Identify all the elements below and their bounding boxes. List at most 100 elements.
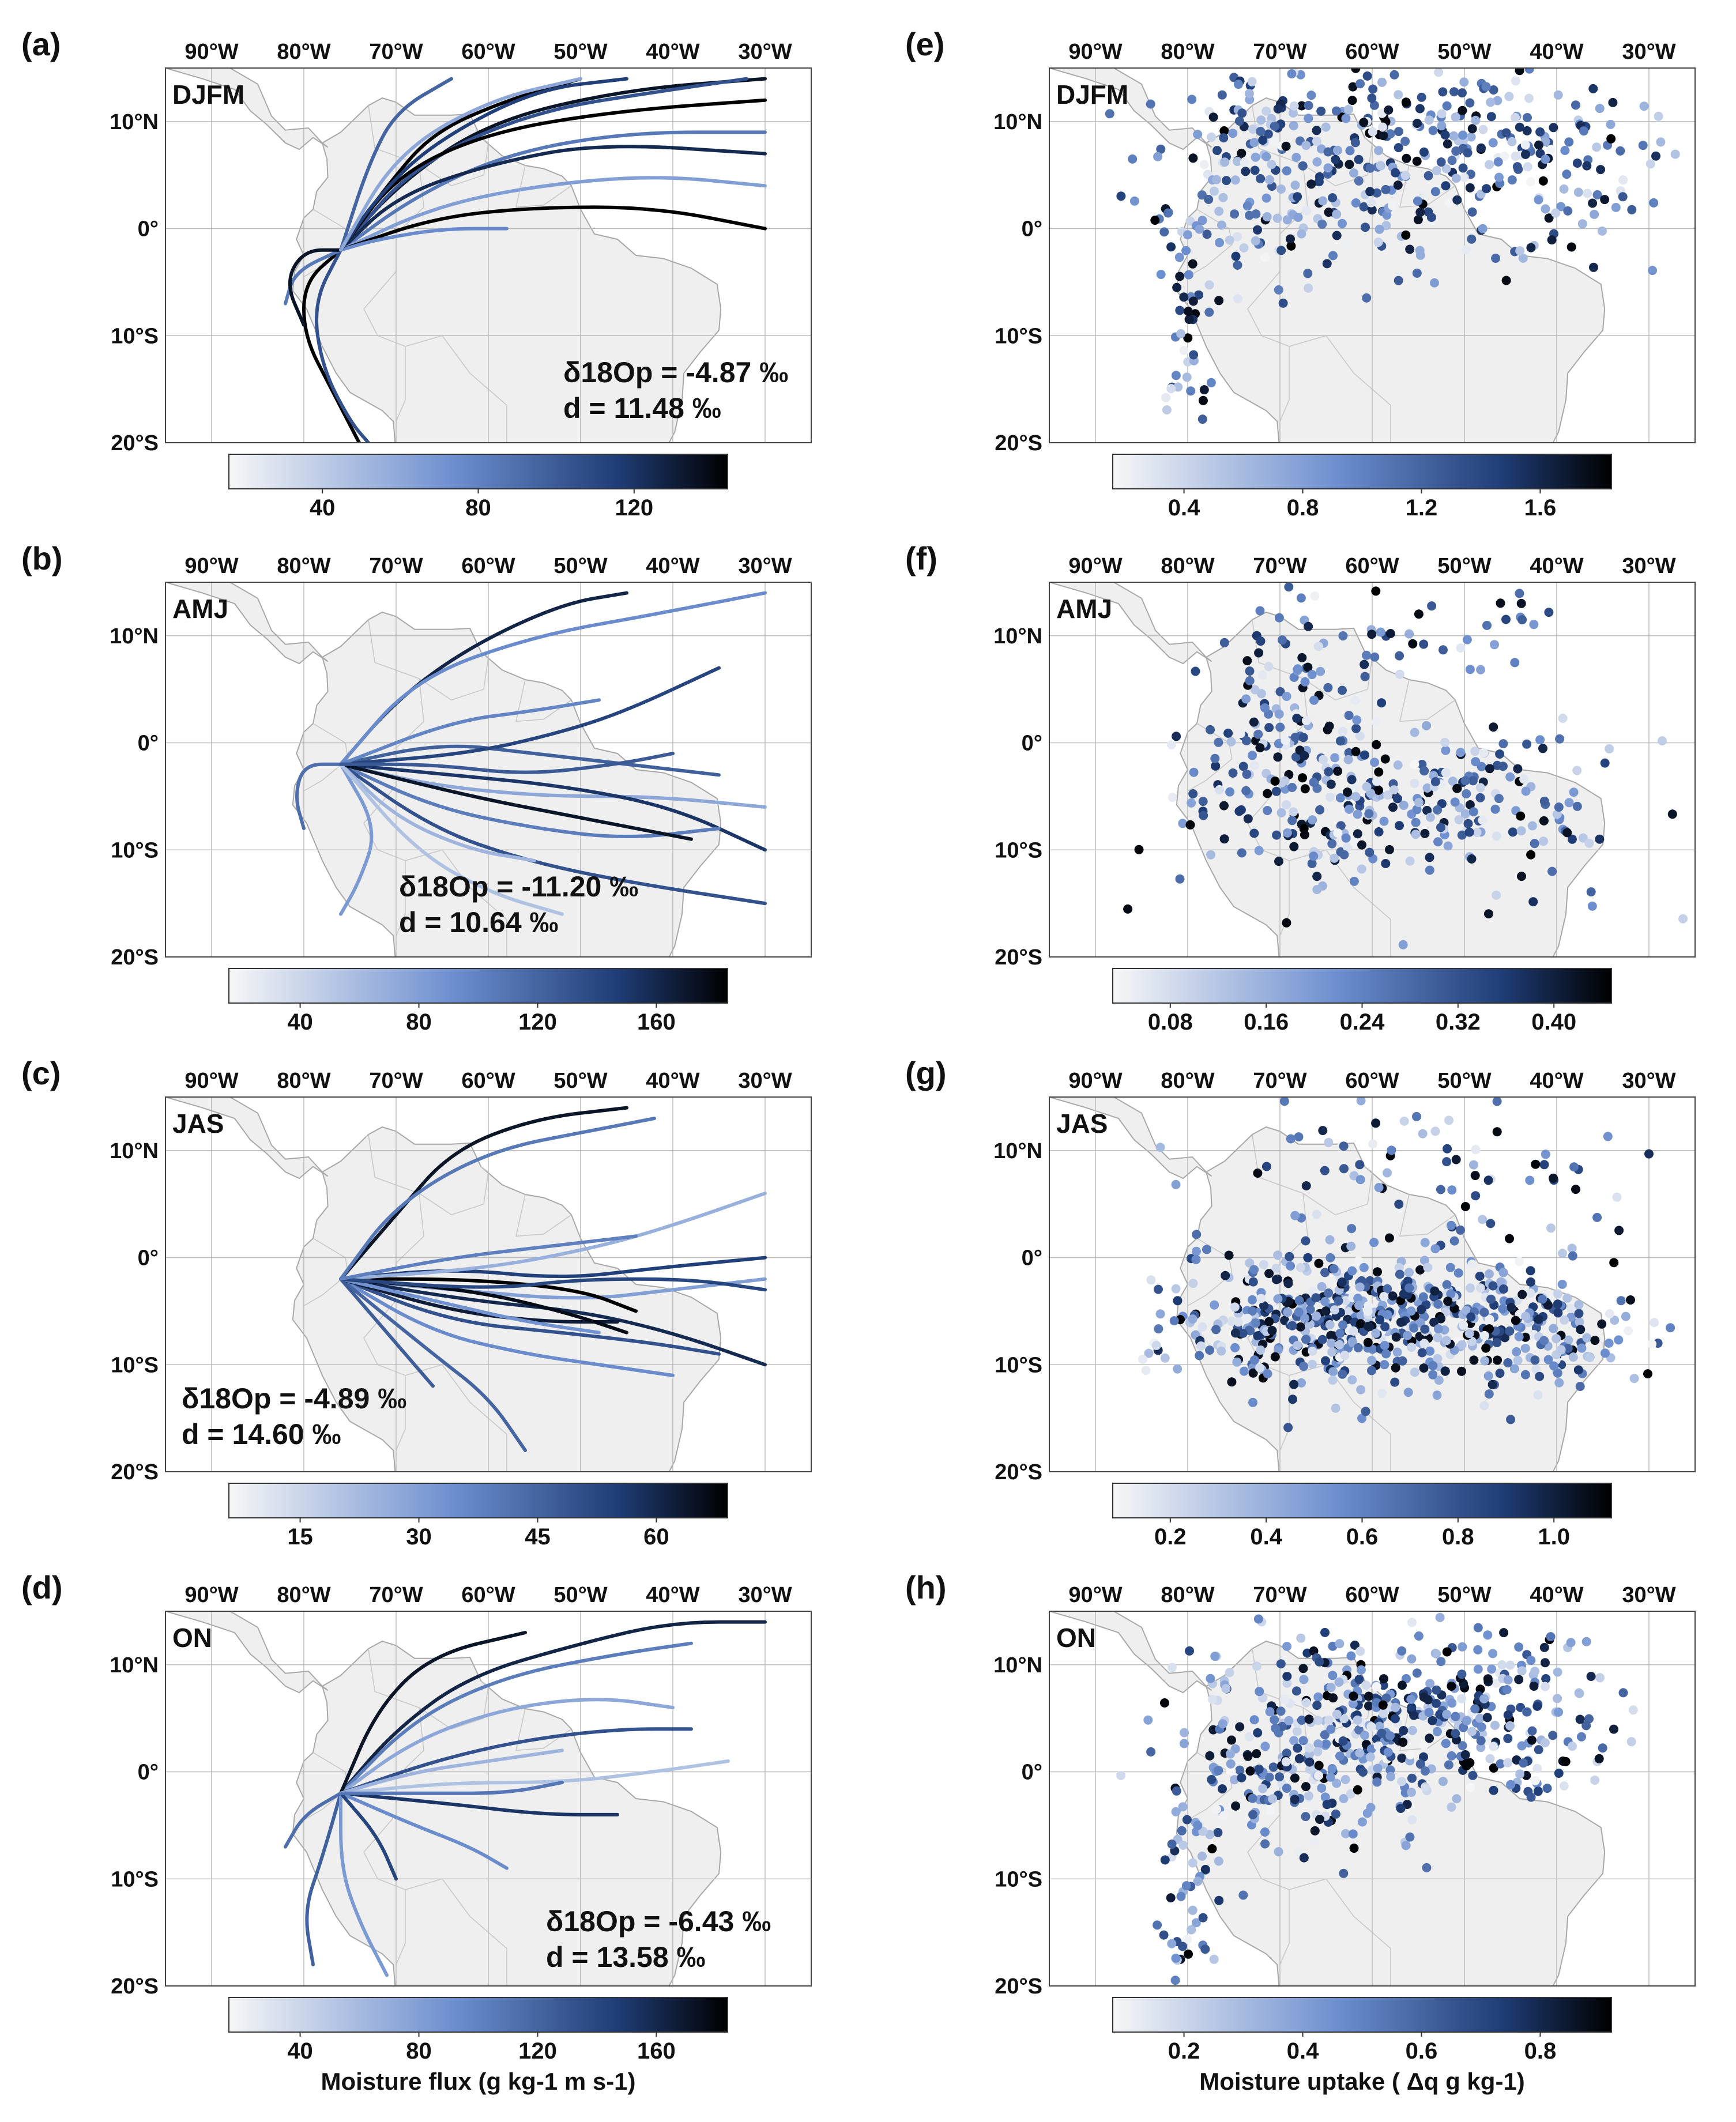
uptake-point [1415, 104, 1425, 114]
uptake-point [1290, 733, 1300, 742]
uptake-point [1466, 1782, 1475, 1792]
uptake-point [1241, 786, 1251, 796]
panel-label: (f) [905, 540, 937, 576]
uptake-point [1128, 154, 1138, 164]
uptake-point [1351, 791, 1361, 801]
uptake-point [1402, 1290, 1412, 1300]
uptake-point [1517, 872, 1526, 881]
season-label: DJFM [1056, 80, 1128, 110]
uptake-point [1494, 794, 1504, 804]
uptake-point [1479, 1307, 1489, 1317]
uptake-point [1339, 1141, 1349, 1151]
uptake-point [1541, 154, 1550, 164]
uptake-point [1437, 121, 1447, 131]
country-border [1187, 1752, 1233, 1821]
lon-tick-label: 90°W [1068, 1069, 1122, 1093]
uptake-point [1219, 133, 1229, 143]
map-frame [165, 582, 812, 958]
uptake-point [1543, 1355, 1553, 1365]
uptake-point [1293, 664, 1302, 674]
uptake-point [1584, 838, 1594, 848]
uptake-point [1256, 126, 1266, 136]
uptake-point [1407, 1815, 1417, 1825]
uptake-point [1451, 1155, 1461, 1164]
trajectory-9 [339, 1192, 767, 1281]
uptake-point [1478, 125, 1488, 134]
uptake-point [1312, 137, 1321, 146]
uptake-point [1539, 1642, 1549, 1652]
uptake-point [1511, 76, 1520, 86]
uptake-point [1219, 1811, 1229, 1821]
uptake-point [1388, 1291, 1398, 1301]
uptake-point [1574, 1309, 1584, 1318]
uptake-point [1230, 1775, 1240, 1785]
uptake-point [1249, 717, 1259, 727]
uptake-point [1261, 1162, 1271, 1171]
uptake-point [1285, 1252, 1294, 1261]
uptake-point [1297, 1378, 1306, 1388]
uptake-point [1160, 1698, 1169, 1708]
uptake-point [1515, 122, 1524, 132]
country-border [515, 1194, 572, 1237]
uptake-point [1210, 186, 1219, 196]
uptake-point [1204, 280, 1214, 290]
uptake-point [1283, 1279, 1293, 1288]
uptake-point [1419, 1740, 1429, 1750]
uptake-point [1313, 1747, 1323, 1757]
country-border [303, 1238, 349, 1306]
uptake-point [1381, 1693, 1391, 1703]
uptake-point [1397, 1777, 1407, 1786]
uptake-point [1567, 1243, 1577, 1253]
uptake-point [1577, 1732, 1586, 1742]
panel-b: 90°W 80°W 70°W 60°W 50°W 40°W 30°W10°N0°10°S20… [21, 540, 812, 1035]
uptake-point [1355, 1748, 1365, 1758]
uptake-point [1366, 198, 1376, 208]
uptake-point [1447, 1802, 1456, 1812]
land-central-america [165, 68, 329, 150]
uptake-point [1359, 118, 1369, 127]
uptake-point [1312, 872, 1322, 881]
colorbar [1112, 454, 1612, 489]
uptake-point [1355, 1160, 1365, 1170]
uptake-point [1511, 113, 1520, 122]
uptake-point [1457, 1669, 1467, 1679]
uptake-point [1564, 798, 1574, 808]
lon-tick-label: 60°W [461, 1069, 515, 1093]
uptake-point [1485, 160, 1494, 169]
uptake-point [1163, 208, 1173, 218]
uptake-point [1300, 677, 1310, 687]
uptake-point [1243, 1751, 1253, 1761]
uptake-point [1368, 127, 1377, 137]
uptake-point [1590, 1336, 1600, 1345]
uptake-point [1497, 1660, 1507, 1669]
uptake-point [1456, 1225, 1465, 1235]
uptake-point [1351, 747, 1361, 756]
uptake-point [1274, 613, 1284, 623]
uptake-point [1583, 189, 1592, 198]
uptake-point [1390, 1714, 1400, 1724]
lat-tick-label: 0° [1022, 1761, 1042, 1785]
uptake-point [1153, 1920, 1162, 1930]
uptake-point [1559, 184, 1569, 194]
uptake-point [1514, 1642, 1524, 1652]
uptake-point [1531, 1159, 1541, 1169]
lat-tick-label: 0° [138, 1761, 159, 1785]
country-border [405, 335, 507, 443]
uptake-point [1208, 1695, 1217, 1705]
uptake-point [1414, 798, 1424, 808]
uptake-point [1248, 1277, 1258, 1287]
lon-tick-label: 30°W [738, 40, 792, 64]
uptake-point [1361, 1407, 1370, 1416]
uptake-point [1180, 1739, 1189, 1748]
panel-label: (d) [21, 1569, 63, 1605]
uptake-point [1496, 1759, 1505, 1769]
uptake-point [1425, 853, 1434, 862]
uptake-point [1270, 1352, 1280, 1362]
uptake-point [1478, 815, 1488, 825]
uptake-point [1401, 1841, 1411, 1850]
uptake-point [1322, 1800, 1332, 1810]
uptake-point [1304, 101, 1313, 110]
uptake-point [1328, 1671, 1338, 1680]
uptake-point [1146, 1275, 1156, 1285]
uptake-point [1237, 108, 1247, 118]
